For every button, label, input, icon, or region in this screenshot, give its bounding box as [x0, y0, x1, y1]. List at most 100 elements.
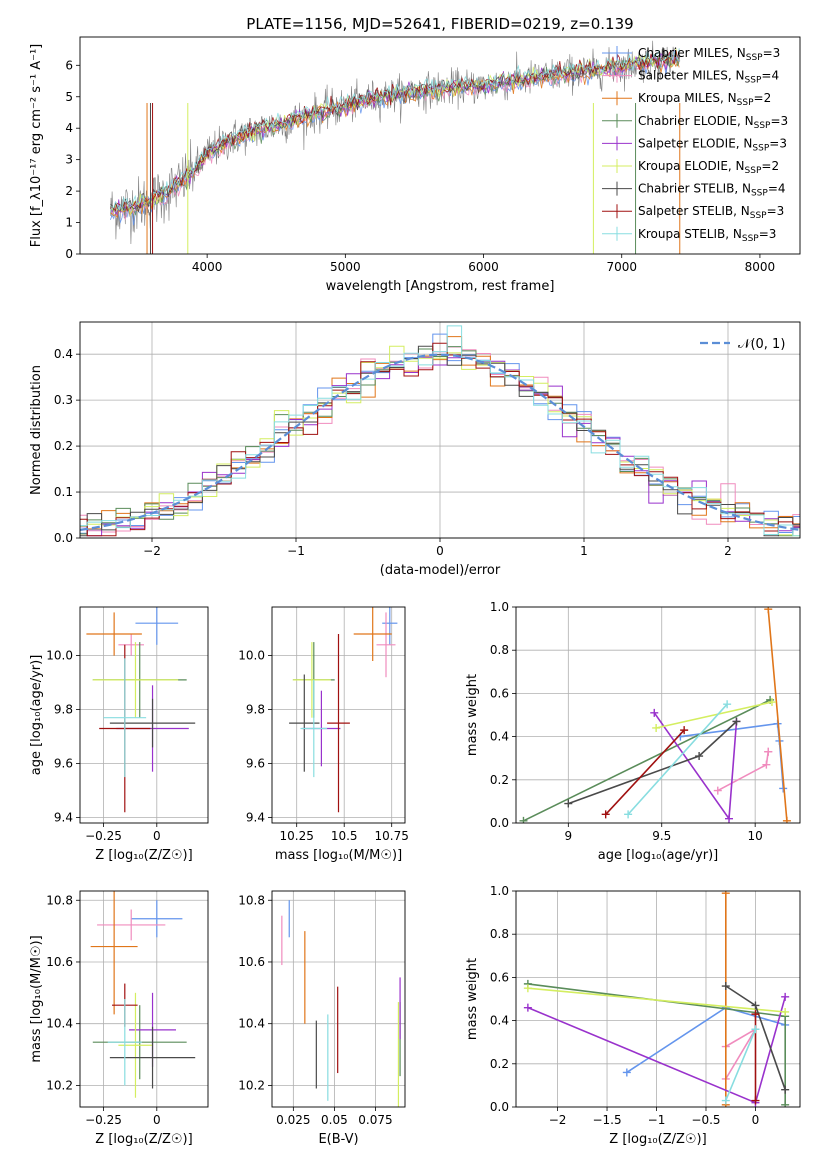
y-tick-label: 9.8	[246, 703, 265, 717]
x-tick-label: 10.5	[331, 829, 358, 843]
y-tick-label: 0	[65, 247, 73, 261]
weight-point-marker	[723, 700, 732, 709]
y-tick-label: 9.4	[54, 811, 73, 825]
y-tick-label: 9.4	[246, 811, 265, 825]
x-tick-label: 6000	[468, 260, 499, 274]
x-tick-label: −1	[287, 544, 305, 558]
legend-sub: SSP	[742, 234, 759, 244]
y-axis-label: Normed distribution	[29, 365, 44, 495]
y-tick-label: 1.0	[490, 884, 509, 898]
y-tick-label: 0.2	[490, 773, 509, 787]
panel-age-vs-Z: −0.25 0 9.4 9.6 9.8 10.0 Z [log₁₀(Z/Z☉)] age [l…	[29, 606, 209, 863]
weight-point-marker	[751, 1001, 760, 1010]
spectrum-model-line	[110, 48, 680, 213]
weight-point-marker	[523, 984, 532, 993]
y-tick-label: 0.0	[490, 816, 509, 830]
y-tick-label: 0.1	[54, 485, 73, 499]
weight-point-marker	[781, 1085, 790, 1094]
axes-frame	[79, 890, 209, 1108]
panel-residuals: −2 −1 0 1 2 0.0 0.1 0.2 0.3 0.4 (data-model)/error…	[29, 321, 801, 578]
y-tick-label: 10.6	[238, 955, 265, 969]
y-tick-label: 0.2	[54, 439, 73, 453]
plot-area-weight-vs-Z	[523, 891, 790, 1107]
y-tick-label: 0.2	[490, 1057, 509, 1071]
legend-nssp: =2	[761, 159, 779, 173]
x-tick-label: 0.025	[276, 1113, 310, 1127]
y-tick-label: 0.0	[490, 1100, 509, 1114]
weight-point-marker	[767, 698, 776, 707]
weight-point-marker	[721, 891, 730, 898]
legend-sub: SSP	[752, 143, 769, 153]
y-axis-label: mass [log₁₀(M/M☉)]	[29, 935, 44, 1062]
weight-point-marker	[721, 1096, 730, 1105]
y-tick-label: 9.6	[54, 757, 73, 771]
legend-label: Kroupa ELODIE, NSSP=2	[638, 159, 779, 176]
weight-point-marker	[650, 708, 659, 717]
legend-sub: SSP	[737, 98, 754, 108]
y-tick-label: 1	[65, 216, 73, 230]
axes-frame	[515, 890, 801, 1108]
axes-frame	[271, 606, 406, 824]
x-axis-label: (data-model)/error	[380, 563, 501, 578]
x-axis-label: Z [log₁₀(Z/Z☉)]	[95, 1132, 192, 1147]
y-tick-label: 10.0	[46, 649, 73, 663]
y-axis-label: mass weight	[465, 958, 480, 1040]
y-axis-label: Flux [f_λ10⁻¹⁷ erg cm⁻² s⁻¹ A⁻¹]	[29, 44, 44, 248]
x-axis-label: wavelength [Angstrom, rest frame]	[326, 279, 555, 294]
weight-series-line	[767, 609, 788, 821]
x-tick-label: −2	[143, 544, 161, 558]
y-axis-label: mass weight	[465, 674, 480, 756]
histogram-step	[80, 325, 800, 537]
weight-point-marker	[622, 1068, 631, 1077]
weight-point-marker	[764, 747, 773, 756]
y-tick-label: 0.8	[490, 927, 509, 941]
y-tick-label: 0.0	[54, 531, 73, 545]
x-tick-label: −1	[648, 1113, 666, 1127]
legend-nssp: =3	[763, 46, 781, 60]
y-tick-label: 0.6	[490, 686, 509, 700]
weight-series-line	[605, 729, 685, 815]
weight-point-marker	[725, 814, 733, 823]
y-tick-label: 0.4	[54, 347, 73, 361]
weight-point-marker	[652, 723, 661, 732]
normal-curve	[80, 353, 800, 531]
x-tick-label: −2	[549, 1113, 567, 1127]
weight-point-marker	[781, 992, 790, 1001]
plot-area-age-vs-mass	[289, 607, 398, 813]
panel-spectrum: 4000 5000 6000 7000 8000 0 1 2 3 4 5 6 wavelength [A…	[29, 36, 801, 294]
x-axis-label: Z [log₁₀(Z/Z☉)]	[95, 848, 192, 863]
x-tick-label: 1	[580, 544, 588, 558]
x-tick-label: −0.5	[691, 1113, 720, 1127]
legend-nssp: =2	[754, 91, 772, 105]
figure-title: PLATE=1156, MJD=52641, FIBERID=0219, z=0…	[246, 15, 633, 33]
weight-point-marker	[751, 1010, 760, 1019]
axes-frame	[79, 606, 209, 824]
histogram-step	[80, 346, 800, 537]
y-tick-label: 4	[65, 121, 73, 135]
legend-nssp: =3	[769, 136, 787, 150]
plot-area-residuals	[80, 325, 800, 537]
legend-label: Chabrier MILES, NSSP=3	[638, 46, 780, 63]
panel-mass-vs-ebv: 0.025 0.05 0.075 10.2 10.4 10.6 10.8 E(B-V)	[238, 890, 406, 1147]
y-tick-label: 10.2	[46, 1078, 73, 1092]
legend-nssp: =4	[768, 182, 786, 196]
panel-weight-vs-Z: −2 −1.5 −1 −0.5 0 0.0 0.2 0.4 0.6 0.8 1.0 Z [log₁₀(…	[465, 884, 801, 1147]
legend-sub: SSP	[754, 121, 771, 131]
y-tick-label: 10.4	[238, 1017, 265, 1031]
legend-nssp: =3	[770, 114, 788, 128]
x-tick-label: 2	[724, 544, 732, 558]
weight-point-marker	[781, 1100, 790, 1107]
x-axis-label: E(B-V)	[318, 1132, 358, 1147]
y-tick-label: 1.0	[490, 600, 509, 614]
x-axis-label: Z [log₁₀(Z/Z☉)]	[609, 1132, 706, 1147]
legend-sub: SSP	[745, 166, 762, 176]
legend-label: 𝒩(0, 1)	[738, 337, 785, 352]
y-tick-label: 6	[65, 58, 73, 72]
axes-frame	[271, 890, 406, 1108]
weight-point-marker	[721, 982, 730, 991]
weight-point-marker	[732, 717, 741, 726]
weight-point-marker	[764, 607, 773, 614]
weight-series-line	[523, 699, 771, 822]
y-tick-label: 5	[65, 90, 73, 104]
